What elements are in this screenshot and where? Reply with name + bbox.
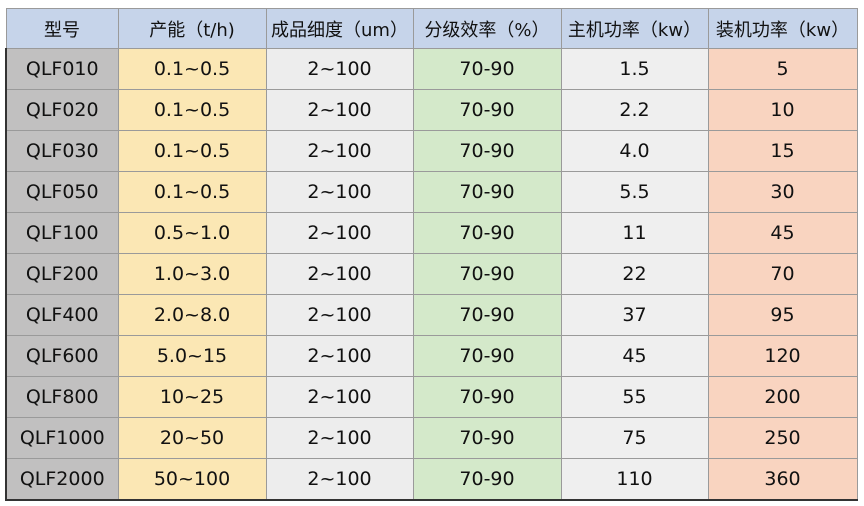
cell-main-power: 11 — [560, 212, 709, 254]
cell-efficiency: 70-90 — [412, 48, 562, 90]
cell-model: QLF020 — [5, 89, 119, 131]
cell-installed-power: 45 — [707, 212, 858, 254]
cell-fineness: 2~100 — [265, 294, 414, 336]
cell-capacity: 0.1~0.5 — [117, 130, 267, 172]
cell-main-power: 37 — [560, 294, 709, 336]
cell-fineness: 2~100 — [265, 253, 414, 295]
cell-efficiency: 70-90 — [412, 458, 562, 501]
cell-efficiency: 70-90 — [412, 89, 562, 131]
cell-efficiency: 70-90 — [412, 335, 562, 377]
table-row: QLF050 0.1~0.5 2~100 70-90 5.5 30 — [5, 171, 858, 213]
cell-main-power: 45 — [560, 335, 709, 377]
table-row: QLF030 0.1~0.5 2~100 70-90 4.0 15 — [5, 130, 858, 172]
cell-capacity: 0.1~0.5 — [117, 48, 267, 90]
table-row: QLF100 0.5~1.0 2~100 70-90 11 45 — [5, 212, 858, 254]
cell-installed-power: 250 — [707, 417, 858, 459]
cell-fineness: 2~100 — [265, 212, 414, 254]
cell-model: QLF2000 — [5, 458, 119, 501]
cell-installed-power: 360 — [707, 458, 858, 501]
cell-capacity: 20~50 — [117, 417, 267, 459]
cell-installed-power: 200 — [707, 376, 858, 418]
cell-installed-power: 70 — [707, 253, 858, 295]
cell-capacity: 5.0~15 — [117, 335, 267, 377]
table-row: QLF600 5.0~15 2~100 70-90 45 120 — [5, 335, 858, 377]
cell-efficiency: 70-90 — [412, 376, 562, 418]
cell-model: QLF1000 — [5, 417, 119, 459]
header-installed-power: 装机功率（kw） — [707, 8, 858, 49]
table-row: QLF800 10~25 2~100 70-90 55 200 — [5, 376, 858, 418]
cell-capacity: 2.0~8.0 — [117, 294, 267, 336]
header-fineness: 成品细度（um） — [265, 8, 414, 49]
cell-efficiency: 70-90 — [412, 294, 562, 336]
cell-main-power: 4.0 — [560, 130, 709, 172]
cell-fineness: 2~100 — [265, 417, 414, 459]
cell-capacity: 1.0~3.0 — [117, 253, 267, 295]
cell-main-power: 75 — [560, 417, 709, 459]
cell-installed-power: 15 — [707, 130, 858, 172]
cell-main-power: 55 — [560, 376, 709, 418]
cell-efficiency: 70-90 — [412, 171, 562, 213]
cell-fineness: 2~100 — [265, 130, 414, 172]
cell-fineness: 2~100 — [265, 335, 414, 377]
cell-installed-power: 120 — [707, 335, 858, 377]
cell-main-power: 5.5 — [560, 171, 709, 213]
table-row: QLF1000 20~50 2~100 70-90 75 250 — [5, 417, 858, 459]
cell-installed-power: 5 — [707, 48, 858, 90]
table-row: QLF010 0.1~0.5 2~100 70-90 1.5 5 — [5, 48, 858, 90]
cell-model: QLF200 — [5, 253, 119, 295]
cell-main-power: 110 — [560, 458, 709, 501]
table-row: QLF020 0.1~0.5 2~100 70-90 2.2 10 — [5, 89, 858, 131]
cell-installed-power: 95 — [707, 294, 858, 336]
cell-capacity: 0.5~1.0 — [117, 212, 267, 254]
table-row: QLF2000 50~100 2~100 70-90 110 360 — [5, 458, 858, 501]
cell-model: QLF400 — [5, 294, 119, 336]
cell-fineness: 2~100 — [265, 171, 414, 213]
header-model: 型号 — [5, 8, 119, 49]
cell-installed-power: 30 — [707, 171, 858, 213]
cell-model: QLF030 — [5, 130, 119, 172]
cell-model: QLF600 — [5, 335, 119, 377]
header-row: 型号 产能（t/h) 成品细度（um） 分级效率（%） 主机功率（kw） 装机功率（kw） — [5, 8, 858, 49]
cell-efficiency: 70-90 — [412, 253, 562, 295]
cell-fineness: 2~100 — [265, 48, 414, 90]
cell-main-power: 22 — [560, 253, 709, 295]
cell-efficiency: 70-90 — [412, 417, 562, 459]
cell-efficiency: 70-90 — [412, 212, 562, 254]
cell-capacity: 10~25 — [117, 376, 267, 418]
cell-fineness: 2~100 — [265, 376, 414, 418]
spec-table: 型号 产能（t/h) 成品细度（um） 分级效率（%） 主机功率（kw） 装机功率（kw）… — [5, 8, 858, 501]
cell-fineness: 2~100 — [265, 458, 414, 501]
header-capacity: 产能（t/h) — [117, 8, 267, 49]
table-row: QLF200 1.0~3.0 2~100 70-90 22 70 — [5, 253, 858, 295]
cell-capacity: 0.1~0.5 — [117, 89, 267, 131]
cell-main-power: 1.5 — [560, 48, 709, 90]
cell-model: QLF100 — [5, 212, 119, 254]
cell-installed-power: 10 — [707, 89, 858, 131]
cell-fineness: 2~100 — [265, 89, 414, 131]
cell-model: QLF010 — [5, 48, 119, 90]
cell-capacity: 50~100 — [117, 458, 267, 501]
header-efficiency: 分级效率（%） — [412, 8, 562, 49]
cell-main-power: 2.2 — [560, 89, 709, 131]
cell-model: QLF800 — [5, 376, 119, 418]
table-row: QLF400 2.0~8.0 2~100 70-90 37 95 — [5, 294, 858, 336]
cell-capacity: 0.1~0.5 — [117, 171, 267, 213]
cell-model: QLF050 — [5, 171, 119, 213]
header-main-power: 主机功率（kw） — [560, 8, 709, 49]
cell-efficiency: 70-90 — [412, 130, 562, 172]
